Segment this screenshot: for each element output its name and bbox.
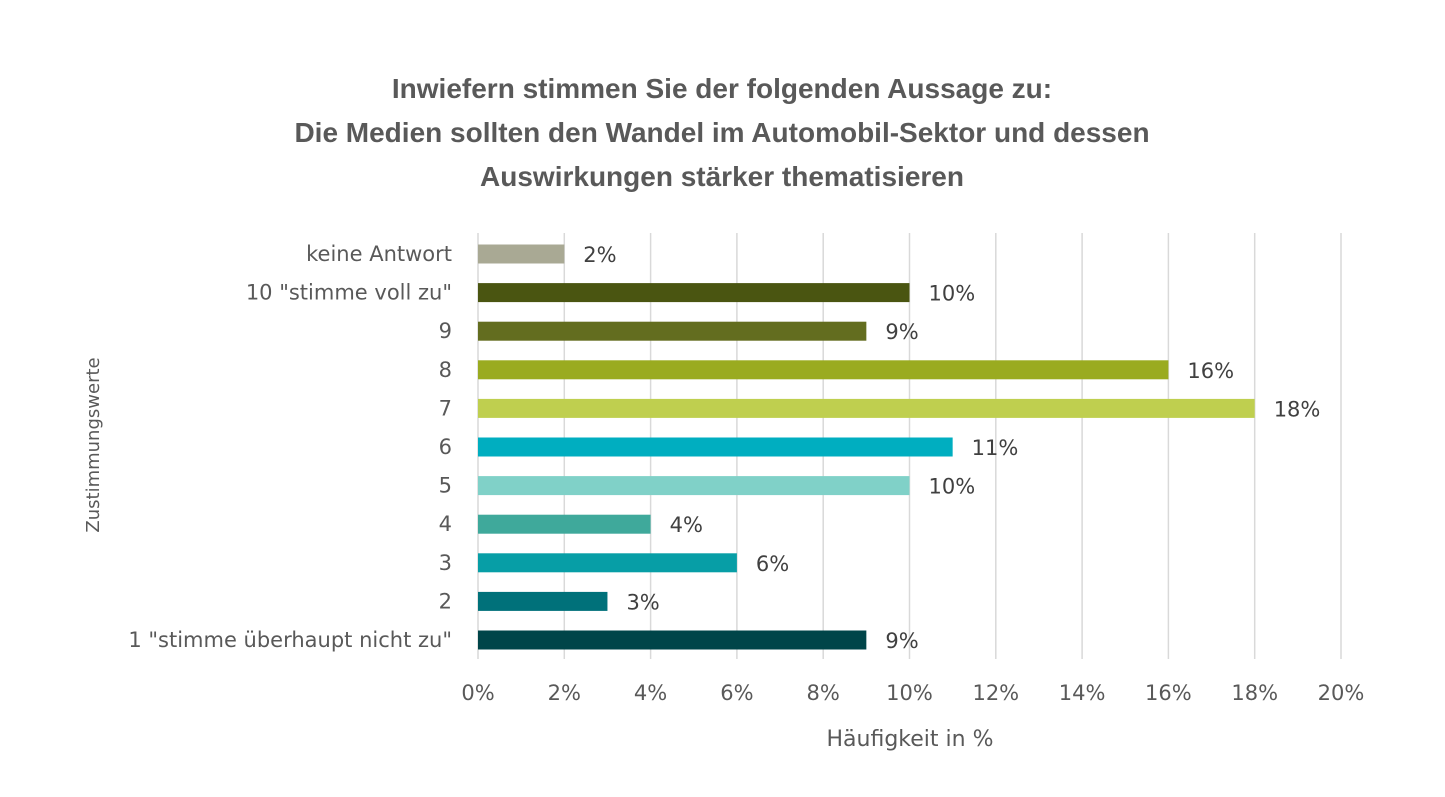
bar-4 (478, 398, 1255, 418)
bar-9 (478, 591, 608, 611)
data-label-9: 3% (626, 590, 659, 614)
bar-1 (478, 283, 910, 303)
category-label-8: 3 (439, 551, 452, 575)
x-tick-label-7: 14% (1059, 681, 1106, 705)
x-tick-label-0: 0% (461, 681, 494, 705)
data-label-1: 10% (929, 282, 976, 306)
category-label-7: 4 (439, 512, 452, 536)
bar-5 (478, 437, 953, 457)
x-tick-label-6: 12% (972, 681, 1019, 705)
x-tick-label-5: 10% (886, 681, 933, 705)
bar-0 (478, 244, 565, 264)
category-labels: keine Antwort 10 "stimme voll zu" 9 8 7 6 5 4 3 2… (128, 242, 452, 652)
x-tick-labels: 0% 2% 4% 6% 8% 10% 12% 14% 16% 18% 20% (461, 681, 1364, 705)
data-label-6: 10% (929, 475, 976, 499)
data-label-2: 9% (885, 320, 918, 344)
category-label-3: 8 (439, 358, 452, 382)
data-label-5: 11% (972, 436, 1019, 460)
x-tick-label-10: 20% (1318, 681, 1365, 705)
bar-10 (478, 630, 867, 650)
category-label-10: 1 "stimme überhaupt nicht zu" (128, 628, 452, 652)
chart-title-line-2: Die Medien sollten den Wandel im Automob… (294, 117, 1149, 148)
x-tick-label-2: 4% (634, 681, 667, 705)
chart-title-line-3: Auswirkungen stärker thematisieren (480, 161, 964, 192)
category-label-6: 5 (439, 474, 452, 498)
data-labels: 2% 10% 9% 16% 18% 11% 10% 4% 6% 3% 9% (583, 243, 1320, 653)
data-label-7: 4% (670, 513, 703, 537)
x-tick-label-8: 16% (1145, 681, 1192, 705)
data-label-4: 18% (1274, 397, 1321, 421)
y-axis-title: Zustimmungswerte (83, 357, 104, 532)
x-tick-label-9: 18% (1231, 681, 1278, 705)
x-axis-title: Häufigkeit in % (827, 727, 994, 752)
x-tick-label-3: 6% (720, 681, 753, 705)
bar-2 (478, 321, 867, 341)
x-tick-label-4: 8% (807, 681, 840, 705)
category-label-4: 7 (439, 396, 452, 420)
category-label-2: 9 (439, 319, 452, 343)
bar-7 (478, 514, 651, 534)
bar-3 (478, 360, 1169, 380)
chart-title: Inwiefern stimmen Sie der folgenden Auss… (294, 73, 1149, 192)
chart-title-line-1: Inwiefern stimmen Sie der folgenden Auss… (392, 73, 1052, 104)
data-label-8: 6% (756, 552, 789, 576)
category-label-9: 2 (439, 589, 452, 613)
category-label-0: keine Antwort (306, 242, 452, 266)
bar-6 (478, 476, 910, 496)
bars (478, 244, 1255, 650)
category-label-1: 10 "stimme voll zu" (246, 281, 452, 305)
data-label-10: 9% (885, 629, 918, 653)
bar-8 (478, 553, 737, 573)
data-label-0: 2% (583, 243, 616, 267)
category-label-5: 6 (439, 435, 452, 459)
data-label-3: 16% (1187, 359, 1234, 383)
x-tick-label-1: 2% (548, 681, 581, 705)
